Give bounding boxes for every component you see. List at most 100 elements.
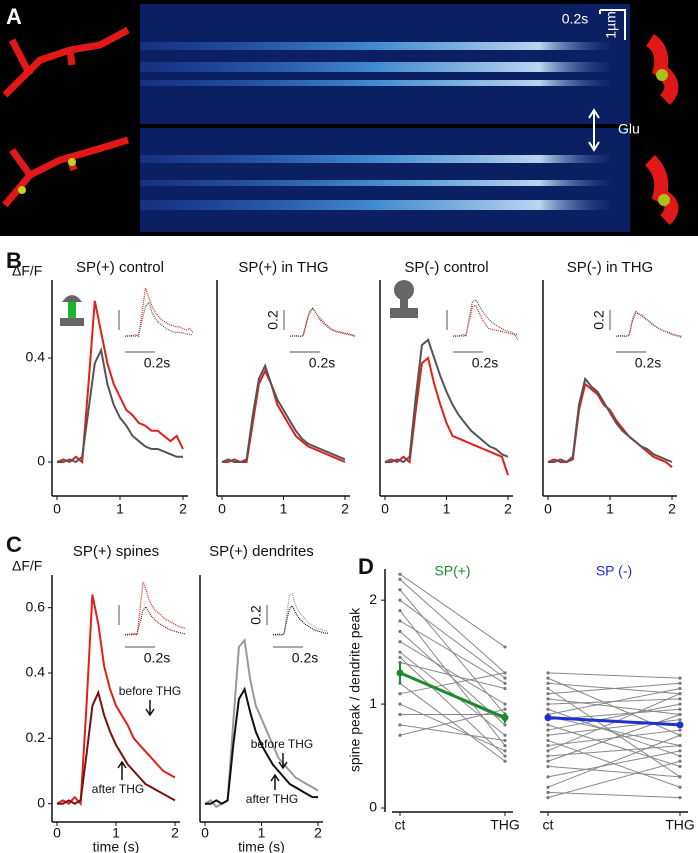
trace xyxy=(57,347,183,464)
pair-point xyxy=(398,577,402,581)
pair-point xyxy=(678,744,682,748)
chart-title: SP(-) in THG xyxy=(567,259,653,276)
panel-label: A xyxy=(6,4,22,29)
inset-y-scale: 0.2 xyxy=(591,310,607,330)
pair-point xyxy=(503,754,507,758)
inset-trace xyxy=(273,604,328,636)
x-tick-label: 0 xyxy=(218,501,226,517)
pair-point xyxy=(546,790,550,795)
x-tick-label: ct xyxy=(543,817,554,833)
inset-trace xyxy=(125,605,186,636)
pair-point xyxy=(546,707,550,711)
inset-trace xyxy=(453,299,519,337)
trace xyxy=(57,689,176,805)
pair-line xyxy=(399,708,506,736)
y-tick-label: 1 xyxy=(369,695,377,711)
pair-point xyxy=(546,749,550,753)
mean-point xyxy=(676,721,684,729)
pair-line xyxy=(547,750,681,778)
pair-point xyxy=(678,697,682,701)
x-tick-label: 2 xyxy=(179,501,187,517)
pair-point xyxy=(546,692,550,696)
trace xyxy=(222,368,346,463)
glutamate-spot xyxy=(68,158,76,166)
pair-point xyxy=(678,676,682,680)
pair-point xyxy=(398,702,402,706)
pair-point xyxy=(503,723,507,727)
pair-line xyxy=(547,765,681,778)
glutamate-spot xyxy=(18,186,26,194)
x-tick-label: 2 xyxy=(341,501,349,517)
glutamate-spot xyxy=(658,194,670,206)
x-tick-label: 2 xyxy=(668,501,676,517)
group-label: SP (-) xyxy=(596,563,632,579)
pair-point xyxy=(678,686,682,691)
pair-point xyxy=(678,712,682,717)
trace xyxy=(205,686,318,805)
x-tick-label: 0 xyxy=(201,825,209,841)
x-tick-label: 2 xyxy=(171,825,179,841)
pair-line xyxy=(547,734,681,788)
pair-line xyxy=(547,698,681,715)
pair-point xyxy=(503,676,507,680)
stimulus-arrow xyxy=(588,108,600,152)
x-tick-label: 2 xyxy=(504,501,512,517)
inset-y-scale: 0.2 xyxy=(248,605,264,625)
pair-line xyxy=(399,703,506,752)
pair-line xyxy=(547,688,681,715)
pair-point xyxy=(398,733,402,737)
trace xyxy=(221,363,346,463)
pair-point xyxy=(678,749,682,753)
chart-title: SP(+) dendrites xyxy=(209,543,314,560)
pair-point xyxy=(546,676,550,680)
trace xyxy=(548,376,673,464)
x-tick-label: ct xyxy=(395,817,406,833)
stimulus-label: Glu xyxy=(618,121,640,137)
inset-trace xyxy=(125,301,193,337)
trace xyxy=(56,594,176,807)
pair-line xyxy=(399,620,506,684)
panel-a: 0.2s 1µm Glu A xyxy=(0,0,698,236)
inset-x-scale: 0.2s xyxy=(309,355,335,371)
glutamate-spot xyxy=(656,69,668,81)
pair-point xyxy=(546,681,550,685)
y-axis-label: spine peak / dendrite peak xyxy=(347,607,363,772)
annotation-arrow xyxy=(145,700,155,717)
pair-line xyxy=(399,641,506,705)
inset-trace xyxy=(452,304,519,341)
pair-point xyxy=(678,681,682,685)
pair-line xyxy=(399,672,506,695)
pair-point xyxy=(503,702,507,706)
pair-point xyxy=(398,692,402,696)
pair-line xyxy=(399,599,506,679)
pair-point xyxy=(678,785,682,789)
inset-x-scale: 0.2s xyxy=(635,355,661,371)
time-scale-label: 0.2s xyxy=(562,11,588,27)
x-tick-label: 1 xyxy=(112,825,120,841)
pair-point xyxy=(546,686,550,691)
pair-point xyxy=(678,796,682,800)
inset-trace xyxy=(124,581,186,636)
pair-point xyxy=(503,744,507,748)
pair-line xyxy=(399,573,506,648)
kymograph-streaks xyxy=(140,42,610,210)
pair-point xyxy=(546,702,550,706)
annotation-arrow xyxy=(278,753,288,770)
group-label: SP(+) xyxy=(434,563,470,579)
x-axis-label: time (s) xyxy=(238,839,285,853)
y-tick-label: 0.6 xyxy=(26,598,46,614)
pair-point xyxy=(503,681,507,685)
pair-point xyxy=(398,619,402,623)
panel-label: D xyxy=(358,554,374,579)
pair-point xyxy=(546,723,550,727)
pair-line xyxy=(547,791,681,799)
pair-point xyxy=(678,759,682,763)
chart-title: SP(+) spines xyxy=(73,543,159,560)
series-annotation: after THG xyxy=(92,782,144,796)
spine-image xyxy=(644,155,679,225)
pair-line xyxy=(547,716,681,747)
y-tick-label: 0 xyxy=(37,794,45,810)
pair-point xyxy=(678,692,682,696)
mean-point xyxy=(544,714,552,722)
